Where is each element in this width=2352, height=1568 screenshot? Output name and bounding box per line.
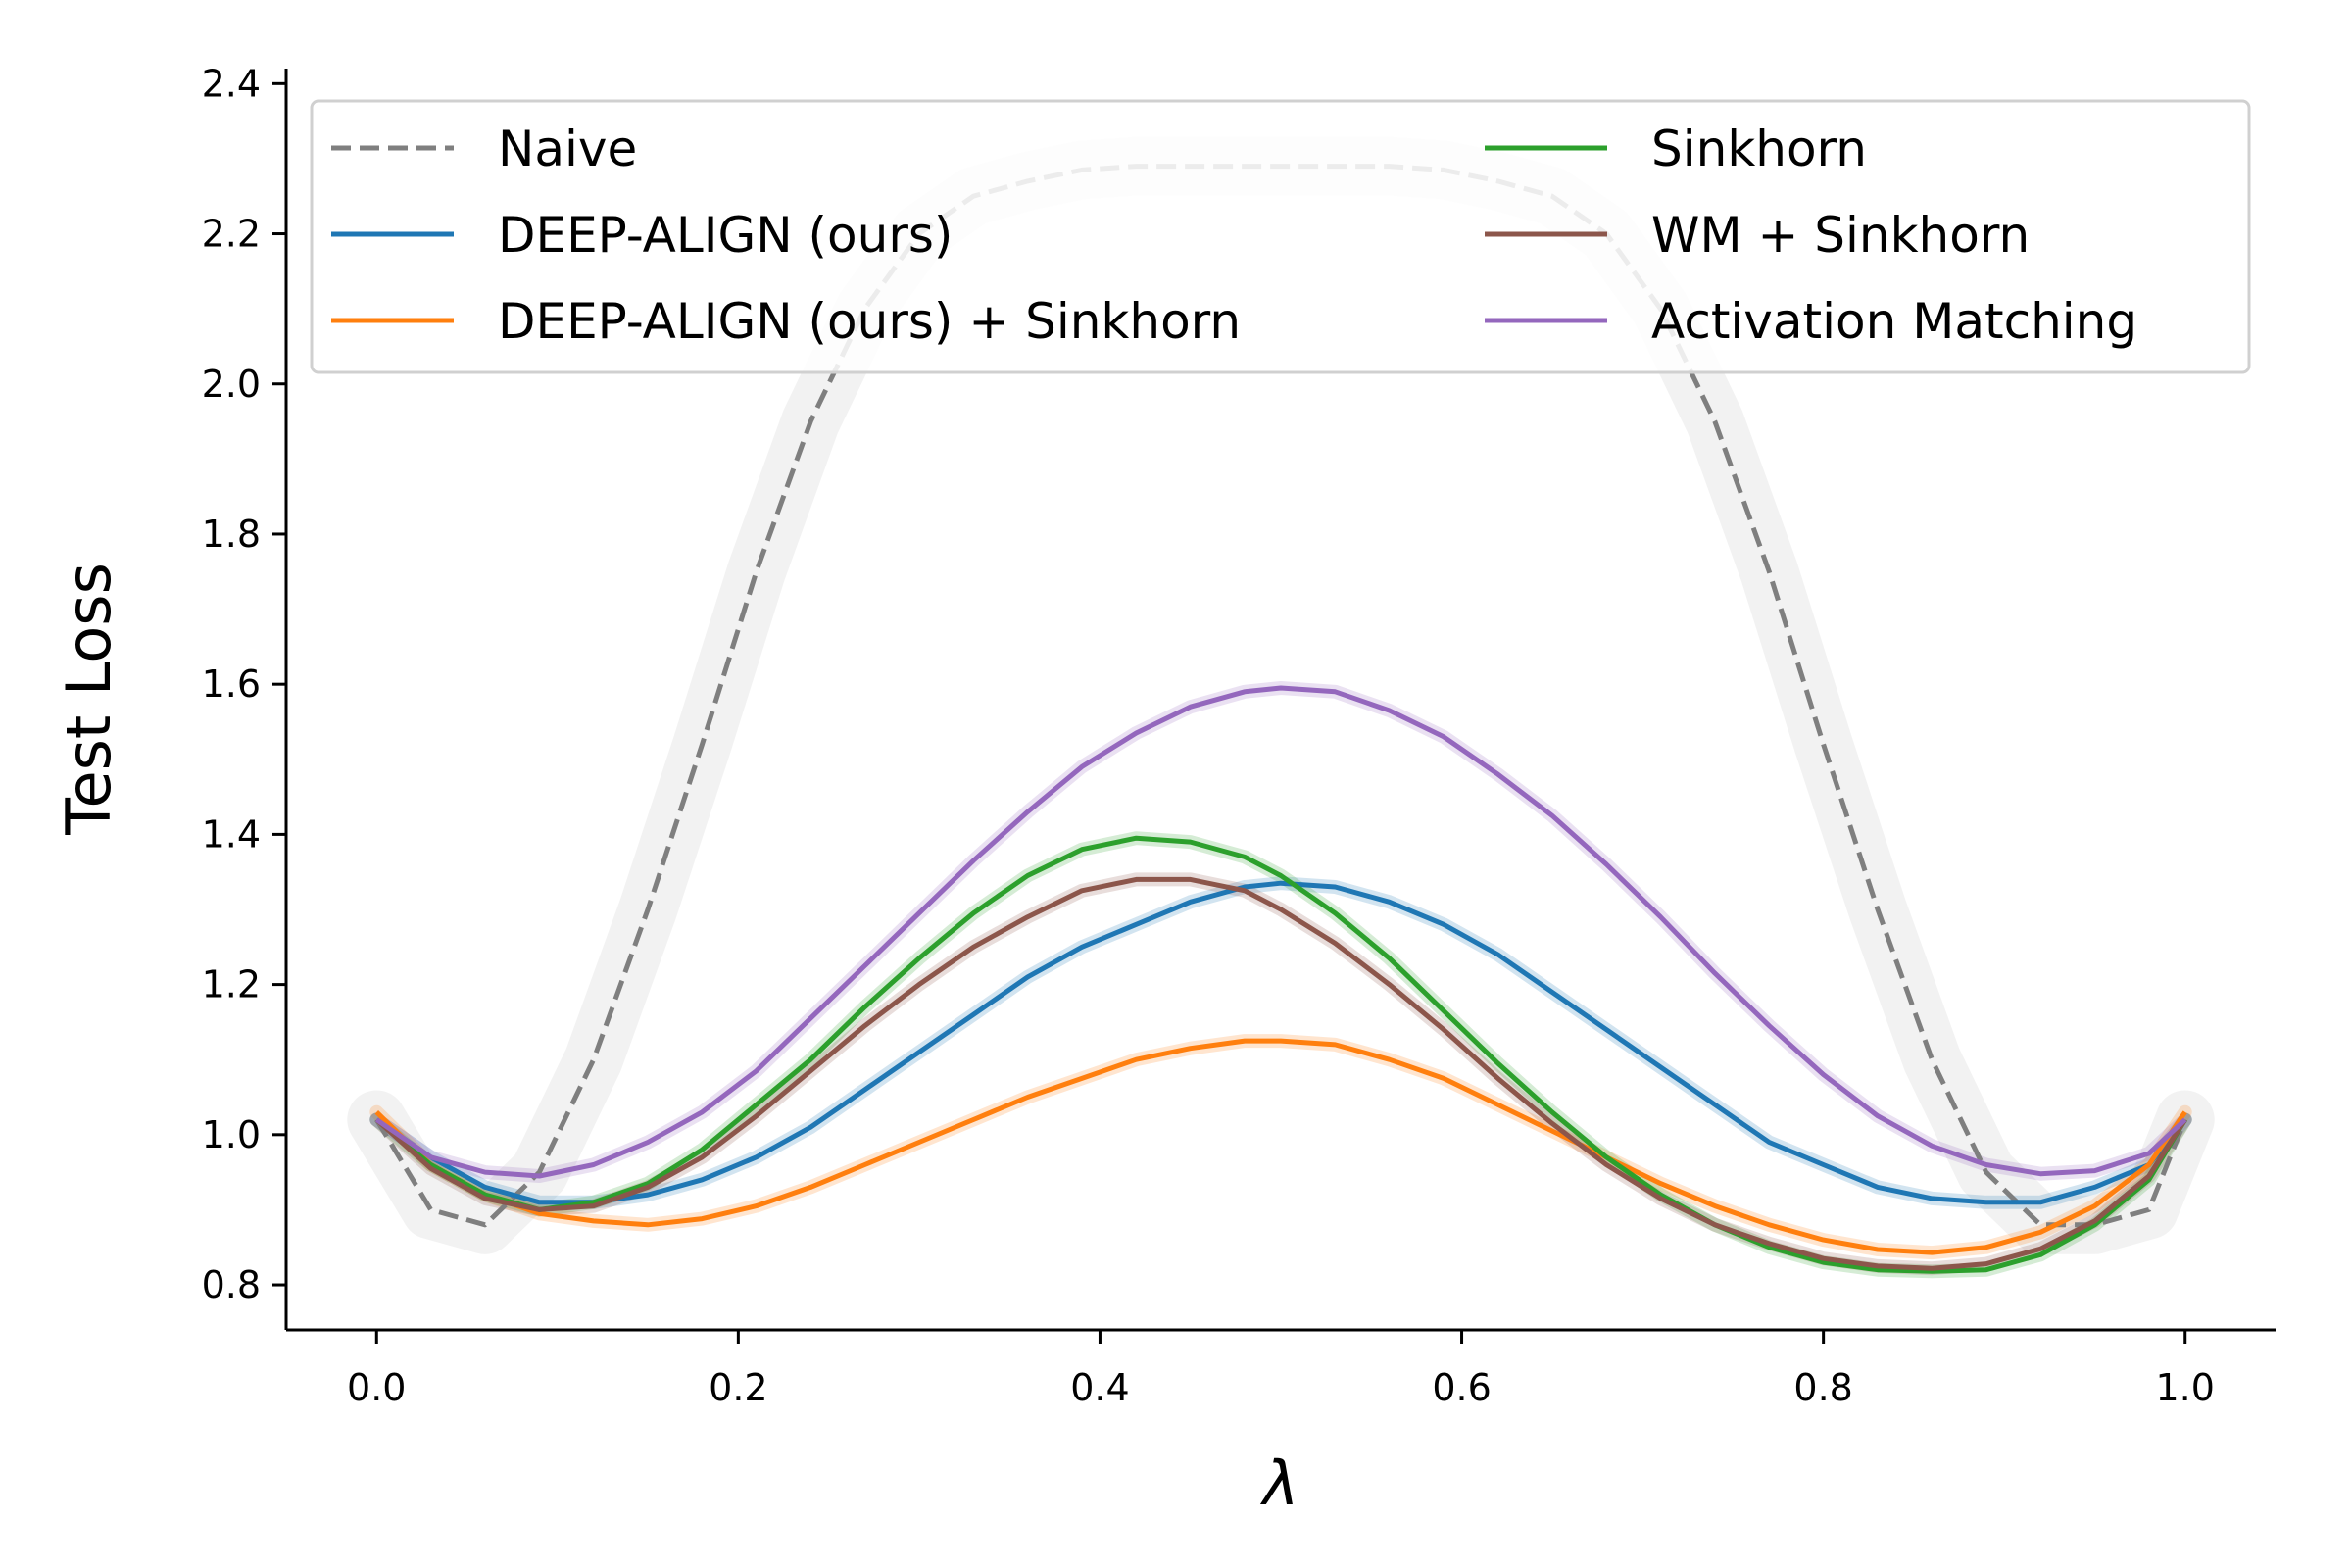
x-tick-label: 0.2 — [709, 1366, 767, 1409]
y-ticks: 0.8 1.0 1.2 1.4 1.6 1.8 2.0 2.2 2.4 — [202, 62, 286, 1306]
y-tick-label: 1.6 — [202, 662, 261, 706]
y-tick-label: 1.8 — [202, 513, 261, 556]
y-tick-label: 2.0 — [202, 363, 261, 406]
y-tick-label: 1.4 — [202, 812, 261, 856]
legend-label: Sinkhorn — [1651, 121, 1867, 177]
y-tick-label: 0.8 — [202, 1263, 261, 1306]
series-line-5 — [374, 876, 2187, 1271]
series-line-6 — [374, 685, 2187, 1179]
x-axis-title: λ — [1260, 1447, 1299, 1519]
y-tick-label: 2.4 — [202, 62, 261, 105]
x-ticks: 0.0 0.2 0.4 0.6 0.8 1.0 — [347, 1330, 2215, 1409]
x-tick-label: 1.0 — [2156, 1366, 2215, 1409]
legend-label: Activation Matching — [1651, 293, 2137, 350]
y-axis-title: Test Loss — [53, 563, 124, 836]
legend-label: WM + Sinkhorn — [1651, 207, 2030, 264]
y-tick-label: 1.0 — [202, 1113, 261, 1156]
x-tick-label: 0.8 — [1793, 1366, 1852, 1409]
y-tick-label: 1.2 — [202, 963, 261, 1006]
y-tick-label: 2.2 — [202, 213, 261, 256]
legend: Naive DEEP-ALIGN (ours) DEEP-ALIGN (ours) … — [310, 99, 2251, 374]
legend-frame — [310, 99, 2251, 374]
x-tick-label: 0.6 — [1432, 1366, 1491, 1409]
x-tick-label: 0.0 — [347, 1366, 406, 1409]
series-line-2 — [374, 880, 2187, 1205]
axes — [284, 69, 2276, 1332]
legend-label: DEEP-ALIGN (ours) — [498, 207, 953, 264]
series-line-4 — [374, 835, 2187, 1274]
series-line-3 — [374, 1038, 2187, 1255]
legend-label: Naive — [498, 121, 637, 177]
x-tick-label: 0.4 — [1070, 1366, 1129, 1409]
legend-label: DEEP-ALIGN (ours) + Sinkhorn — [498, 293, 1241, 350]
